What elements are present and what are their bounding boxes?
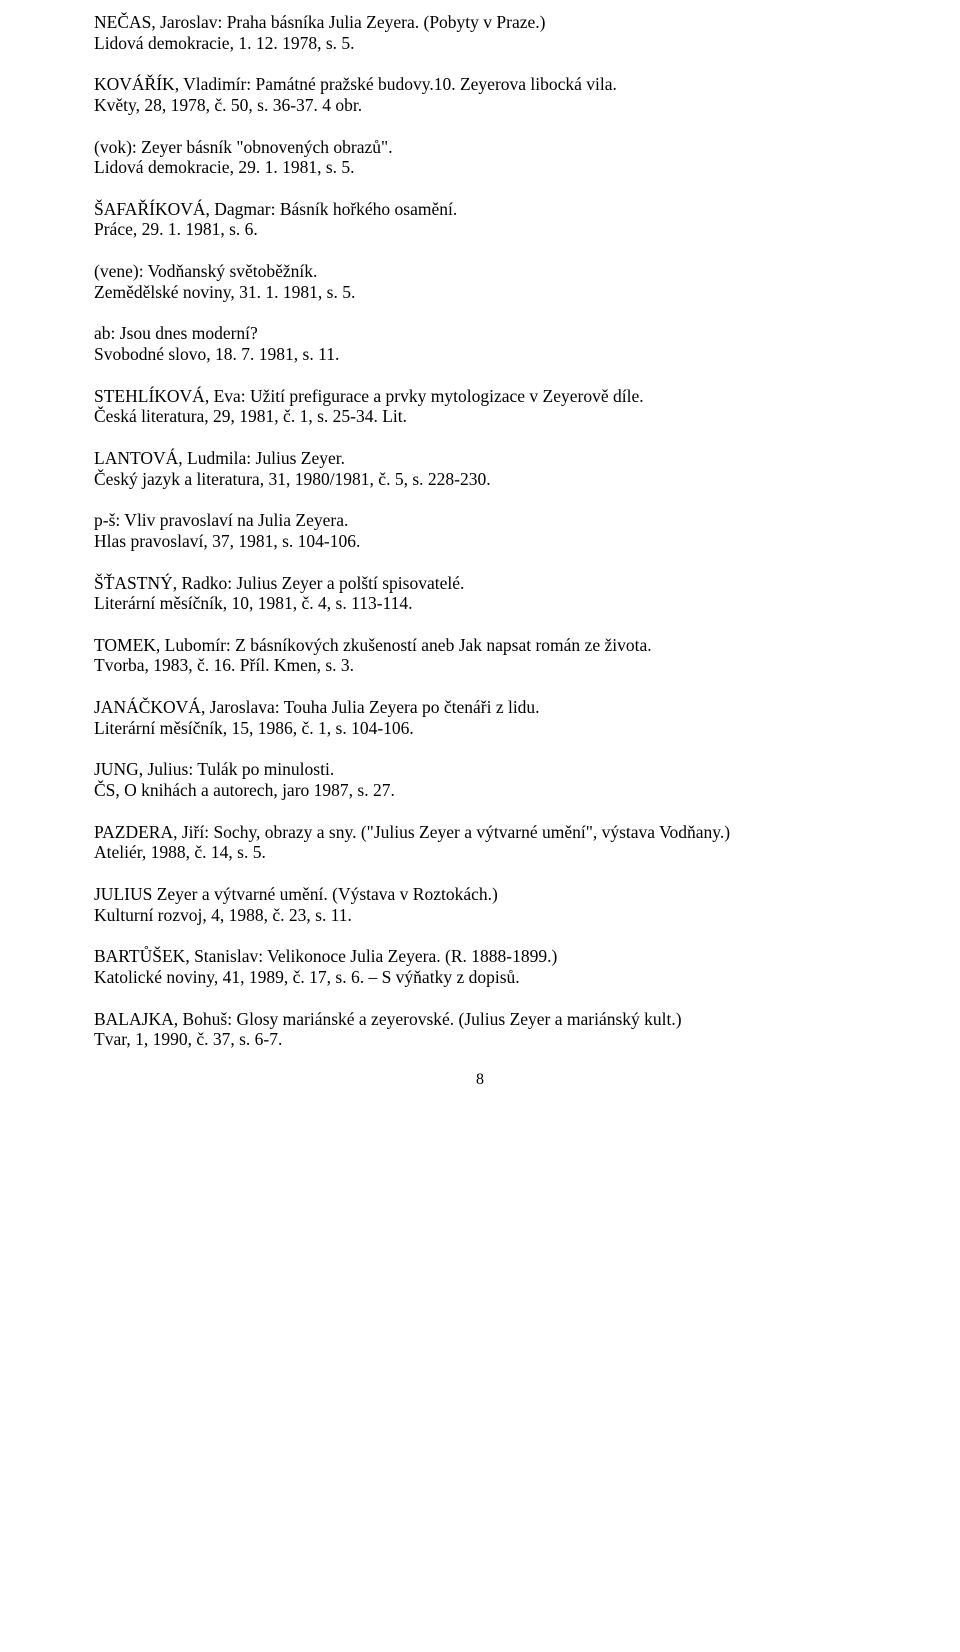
entry-line: Tvar, 1, 1990, č. 37, s. 6-7. <box>94 1029 866 1050</box>
bibliography-entry: NEČAS, Jaroslav: Praha básníka Julia Zey… <box>94 12 866 53</box>
entry-line: Ateliér, 1988, č. 14, s. 5. <box>94 842 866 863</box>
entry-line: Práce, 29. 1. 1981, s. 6. <box>94 219 866 240</box>
entry-line: STEHLÍKOVÁ, Eva: Užití prefigurace a prv… <box>94 386 866 407</box>
page-number: 8 <box>94 1071 866 1090</box>
entry-line: ŠŤASTNÝ, Radko: Julius Zeyer a polští sp… <box>94 573 866 594</box>
bibliography-entry: ab: Jsou dnes moderní?Svobodné slovo, 18… <box>94 323 866 364</box>
entry-line: JUNG, Julius: Tulák po minulosti. <box>94 759 866 780</box>
entry-line: Květy, 28, 1978, č. 50, s. 36-37. 4 obr. <box>94 95 866 116</box>
bibliography-entry: (vok): Zeyer básník "obnovených obrazů".… <box>94 137 866 178</box>
entry-line: Zemědělské noviny, 31. 1. 1981, s. 5. <box>94 282 866 303</box>
entry-line: Literární měsíčník, 15, 1986, č. 1, s. 1… <box>94 718 866 739</box>
entry-line: (vok): Zeyer básník "obnovených obrazů". <box>94 137 866 158</box>
entry-line: BARTŮŠEK, Stanislav: Velikonoce Julia Ze… <box>94 946 866 967</box>
document-page: NEČAS, Jaroslav: Praha básníka Julia Zey… <box>0 0 960 1110</box>
entry-line: Lidová demokracie, 29. 1. 1981, s. 5. <box>94 157 866 178</box>
entry-line: Lidová demokracie, 1. 12. 1978, s. 5. <box>94 33 866 54</box>
entry-line: Kulturní rozvoj, 4, 1988, č. 23, s. 11. <box>94 905 866 926</box>
entry-line: Svobodné slovo, 18. 7. 1981, s. 11. <box>94 344 866 365</box>
entry-line: JANÁČKOVÁ, Jaroslava: Touha Julia Zeyera… <box>94 697 866 718</box>
entry-line: TOMEK, Lubomír: Z básníkových zkušeností… <box>94 635 866 656</box>
entry-line: KOVÁŘÍK, Vladimír: Památné pražské budov… <box>94 74 866 95</box>
bibliography-entry: PAZDERA, Jiří: Sochy, obrazy a sny. ("Ju… <box>94 822 866 863</box>
bibliography-entry: (vene): Vodňanský světoběžník.Zemědělské… <box>94 261 866 302</box>
entry-line: LANTOVÁ, Ludmila: Julius Zeyer. <box>94 448 866 469</box>
bibliography-entry: ŠAFAŘÍKOVÁ, Dagmar: Básník hořkého osamě… <box>94 199 866 240</box>
entry-line: p-š: Vliv pravoslaví na Julia Zeyera. <box>94 510 866 531</box>
entry-line: NEČAS, Jaroslav: Praha básníka Julia Zey… <box>94 12 866 33</box>
entry-line: Katolické noviny, 41, 1989, č. 17, s. 6.… <box>94 967 866 988</box>
bibliography-entry: TOMEK, Lubomír: Z básníkových zkušeností… <box>94 635 866 676</box>
bibliography-entry: BALAJKA, Bohuš: Glosy mariánské a zeyero… <box>94 1009 866 1050</box>
entry-line: JULIUS Zeyer a výtvarné umění. (Výstava … <box>94 884 866 905</box>
entry-line: BALAJKA, Bohuš: Glosy mariánské a zeyero… <box>94 1009 866 1030</box>
bibliography-entry: JANÁČKOVÁ, Jaroslava: Touha Julia Zeyera… <box>94 697 866 738</box>
bibliography-entry: LANTOVÁ, Ludmila: Julius Zeyer.Český jaz… <box>94 448 866 489</box>
entry-line: PAZDERA, Jiří: Sochy, obrazy a sny. ("Ju… <box>94 822 866 843</box>
bibliography-entry: JULIUS Zeyer a výtvarné umění. (Výstava … <box>94 884 866 925</box>
bibliography-entry: JUNG, Julius: Tulák po minulosti.ČS, O k… <box>94 759 866 800</box>
entry-line: ab: Jsou dnes moderní? <box>94 323 866 344</box>
bibliography-entry: BARTŮŠEK, Stanislav: Velikonoce Julia Ze… <box>94 946 866 987</box>
entry-line: ČS, O knihách a autorech, jaro 1987, s. … <box>94 780 866 801</box>
bibliography-entry: ŠŤASTNÝ, Radko: Julius Zeyer a polští sp… <box>94 573 866 614</box>
bibliography-entry: STEHLÍKOVÁ, Eva: Užití prefigurace a prv… <box>94 386 866 427</box>
bibliography-entry: p-š: Vliv pravoslaví na Julia Zeyera.Hla… <box>94 510 866 551</box>
entry-line: Česká literatura, 29, 1981, č. 1, s. 25-… <box>94 406 866 427</box>
bibliography-entries: NEČAS, Jaroslav: Praha básníka Julia Zey… <box>94 12 866 1050</box>
bibliography-entry: KOVÁŘÍK, Vladimír: Památné pražské budov… <box>94 74 866 115</box>
entry-line: Literární měsíčník, 10, 1981, č. 4, s. 1… <box>94 593 866 614</box>
entry-line: Hlas pravoslaví, 37, 1981, s. 104-106. <box>94 531 866 552</box>
entry-line: Český jazyk a literatura, 31, 1980/1981,… <box>94 469 866 490</box>
entry-line: Tvorba, 1983, č. 16. Příl. Kmen, s. 3. <box>94 655 866 676</box>
entry-line: (vene): Vodňanský světoběžník. <box>94 261 866 282</box>
entry-line: ŠAFAŘÍKOVÁ, Dagmar: Básník hořkého osamě… <box>94 199 866 220</box>
